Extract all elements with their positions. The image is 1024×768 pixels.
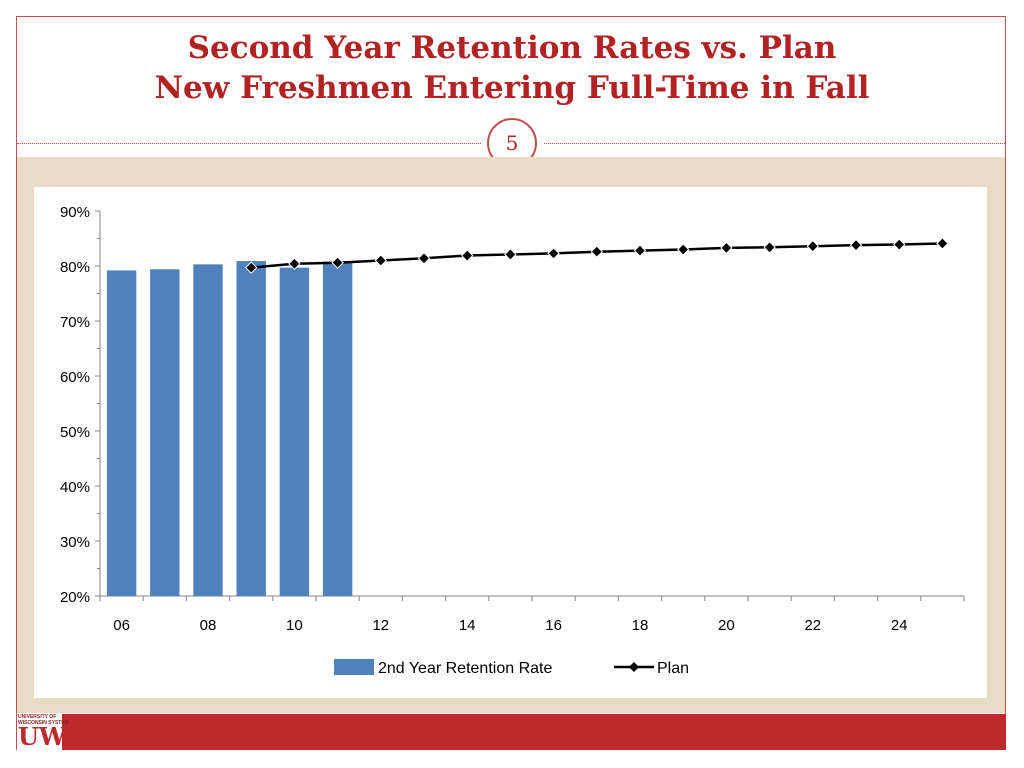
- bar-series: [106, 261, 353, 596]
- logo-text: UNIVERSITY OF WISCONSIN SYSTEM: [18, 714, 69, 726]
- x-tick-label: 22: [804, 617, 821, 634]
- plan-point: [633, 244, 647, 257]
- footer-bar: [62, 714, 1006, 750]
- y-tick-label: 50%: [60, 424, 90, 441]
- x-tick-label: 14: [459, 617, 476, 634]
- logo-text-line-1: UNIVERSITY OF: [18, 714, 57, 720]
- x-tick-label: 16: [545, 617, 562, 634]
- plan-point: [936, 237, 949, 250]
- y-tick-label: 30%: [60, 534, 90, 551]
- legend-marker-plan: [629, 662, 639, 672]
- chart-legend: 2nd Year Retention Rate Plan: [334, 659, 689, 677]
- plan-point: [806, 239, 820, 253]
- plan-point: [331, 256, 344, 269]
- legend-label-retention: 2nd Year Retention Rate: [378, 660, 552, 677]
- plan-point: [763, 241, 776, 254]
- plan-point: [590, 245, 604, 258]
- retention-bar: [193, 264, 223, 596]
- plan-point: [892, 238, 906, 251]
- title-line-1: Second Year Retention Rates vs. Plan: [187, 30, 837, 66]
- y-tick-label: 90%: [60, 204, 90, 221]
- retention-chart: 20% 30% 40% 50% 60% 70% 80% 90% 06 08 10 12 14 16 18 20…: [60, 204, 965, 677]
- x-tick-label: 20: [718, 617, 735, 634]
- legend-swatch-retention: [334, 659, 374, 675]
- retention-bar: [279, 267, 310, 596]
- x-tick-label: 10: [286, 617, 303, 634]
- y-tick-label: 40%: [60, 479, 90, 496]
- plan-point: [374, 254, 388, 267]
- x-tick-label: 24: [891, 617, 908, 634]
- plan-point: [547, 247, 560, 260]
- retention-bar: [236, 261, 266, 596]
- logo-text-line-2: WISCONSIN SYSTEM: [18, 720, 69, 726]
- plan-point: [417, 252, 431, 265]
- plan-point: [720, 241, 733, 255]
- x-tick-label: 18: [632, 617, 649, 634]
- y-tick-label: 20%: [60, 589, 90, 606]
- plan-point: [288, 257, 301, 271]
- retention-bar: [106, 270, 137, 596]
- y-tick-label: 60%: [60, 369, 90, 386]
- chart-panel: 20% 30% 40% 50% 60% 70% 80% 90% 06 08 10 12 14 16 18 20…: [34, 187, 987, 698]
- x-tick-label: 08: [200, 617, 217, 634]
- retention-bar: [322, 261, 353, 596]
- legend-label-plan: Plan: [657, 660, 689, 677]
- x-tick-label: 12: [372, 617, 389, 634]
- y-tick-label: 80%: [60, 259, 90, 276]
- slide-title: Second Year Retention Rates vs. Plan New…: [0, 28, 1024, 108]
- y-tick-label: 70%: [60, 314, 90, 331]
- plan-point: [504, 248, 517, 261]
- title-line-2: New Freshmen Entering Full-Time in Fall: [154, 70, 870, 106]
- plan-point: [676, 243, 690, 256]
- logo-mark: UW: [18, 722, 66, 751]
- plan-point: [849, 238, 863, 252]
- plan-series: [244, 237, 949, 274]
- axes-layer: 20% 30% 40% 50% 60% 70% 80% 90% 06 08 10 12 14 16 18 20…: [60, 204, 965, 634]
- plan-point: [460, 249, 474, 262]
- uw-system-logo: UNIVERSITY OF WISCONSIN SYSTEM UW: [17, 714, 69, 750]
- plan-point: [244, 261, 258, 274]
- x-tick-label: 06: [113, 617, 130, 634]
- retention-bar: [150, 269, 180, 596]
